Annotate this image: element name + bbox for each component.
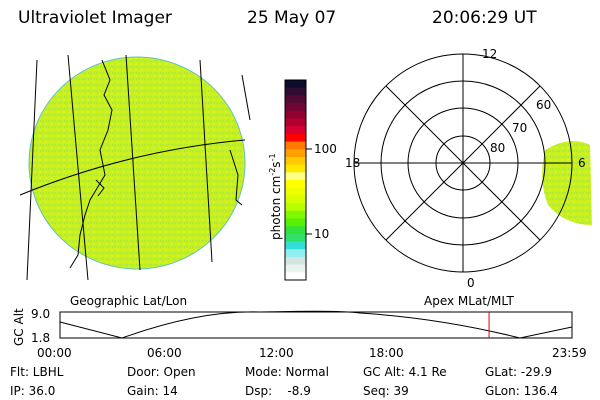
status-seq: Seq: 39 [363,384,409,398]
colorbar-band [285,256,306,266]
colorbar-frame [284,79,307,281]
status-mode: Mode: Normal [245,365,329,379]
colorbar-ticks [306,148,312,235]
colorbar-band [285,103,306,112]
altitude-curve [59,310,573,339]
colorbar-band [285,126,306,135]
xtick-2359: 23:59 [552,346,587,360]
colorbar [284,79,307,281]
xtick-0600: 06:00 [147,346,182,360]
polar-label-6: 6 [578,156,586,170]
coastline [69,59,243,269]
meridian [199,59,213,263]
colorbar-band [285,264,306,273]
meridian [26,59,38,281]
polar-plot [353,53,592,273]
colorbar-band [285,180,306,189]
status-dsp: Dsp: -8.9 [245,384,311,398]
colorbar-band [285,141,306,150]
altitude-plot [59,310,573,339]
polar-label-80: 80 [490,141,506,155]
xtick-0000: 00:00 [37,346,72,360]
colorbar-tick-100: 100 [314,142,337,156]
colorbar-band [285,241,306,250]
status-gain: Gain: 14 [127,384,178,398]
colorbar-band [285,156,306,166]
colorbar-band [285,149,306,158]
colorbar-label: photon cm-2s-1 [268,153,283,240]
date-label: 25 May 07 [247,8,337,28]
polar-label-12: 12 [482,47,498,61]
polar-label-0: 0 [467,276,475,290]
status-gc-alt: GC Alt: 4.1 Re [363,365,447,379]
colorbar-band [285,187,306,196]
earth-image [19,54,251,281]
colorbar-band [285,272,306,281]
colorbar-band [285,118,306,127]
colorbar-band [285,226,306,235]
colorbar-band [285,133,306,143]
colorbar-band [285,172,306,181]
colorbar-band [285,164,306,173]
altitude-ylabel: GC Alt [12,308,26,346]
status-door: Door: Open [127,365,196,379]
colorbar-band [285,210,306,219]
colorbar-band [285,203,306,212]
meridian [125,54,141,271]
instrument-title: Ultraviolet Imager [18,8,172,28]
colorbar-band [285,110,306,119]
xtick-1200: 12:00 [259,346,294,360]
colorbar-band [285,249,306,258]
geographic-label: Geographic Lat/Lon [70,294,188,308]
time-label: 20:06:29 UT [432,8,537,28]
colorbar-band [285,195,306,204]
status-ip: IP: 36.0 [10,384,56,398]
graticule [19,54,251,281]
status-glat: GLat: -29.9 [485,365,552,379]
polar-label-70: 70 [512,121,528,135]
altitude-ymin: 1.8 [31,331,51,345]
colorbar-band [285,233,306,243]
colorbar-band [285,87,306,96]
status-filter: Flt: LBHL [10,365,64,379]
colorbar-band [285,80,306,89]
colorbar-band [285,95,306,104]
colorbar-tick-10: 10 [314,227,330,241]
latitude-line [19,139,246,196]
polar-label-18: 18 [345,156,361,170]
meridian [67,54,89,281]
apex-label: Apex MLat/MLT [424,294,514,308]
polar-label-60: 60 [536,98,552,112]
colorbar-band [285,218,306,227]
altitude-ymax: 9.0 [31,307,51,321]
auroral-oval [542,141,592,225]
xtick-1800: 18:00 [369,346,404,360]
auroral-disk [28,56,246,270]
status-glon: GLon: 136.4 [485,384,558,398]
